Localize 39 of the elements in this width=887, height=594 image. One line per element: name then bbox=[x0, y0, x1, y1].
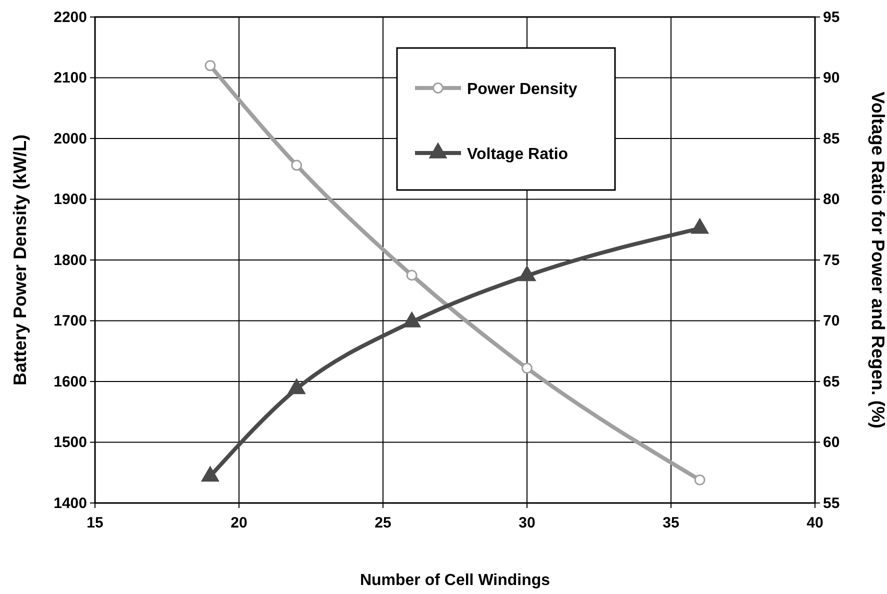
legend-label: Voltage Ratio bbox=[467, 146, 568, 163]
y2-tick-label: 80 bbox=[823, 191, 840, 208]
point bbox=[522, 362, 532, 374]
x-tick-label: 30 bbox=[518, 514, 536, 532]
point bbox=[518, 266, 536, 282]
x-tick-label: 25 bbox=[374, 514, 392, 532]
y2-tick-label: 90 bbox=[823, 70, 840, 87]
point bbox=[403, 312, 421, 328]
y2-tick-label: 60 bbox=[823, 434, 840, 452]
x-tick-label: 35 bbox=[662, 514, 680, 532]
y2-tick-label: 55 bbox=[823, 494, 840, 512]
y-tick-label: 2000 bbox=[54, 130, 87, 148]
y-tick-label: 1500 bbox=[54, 434, 87, 452]
point bbox=[291, 160, 302, 171]
y2-tick-label: 65 bbox=[823, 373, 840, 390]
point bbox=[694, 474, 706, 486]
y-tick-label: 1600 bbox=[54, 373, 87, 390]
y-tick-label: 2100 bbox=[54, 70, 87, 87]
legend-label: Power Density bbox=[467, 81, 578, 98]
point bbox=[288, 378, 306, 394]
y2-tick-label: 85 bbox=[823, 130, 840, 148]
x-axis-title: Number of Cell Windings bbox=[360, 572, 550, 589]
point bbox=[691, 218, 709, 234]
y2-tick-label: 95 bbox=[823, 8, 840, 26]
x-tick-label: 40 bbox=[806, 514, 824, 532]
y2-axis-title: Voltage Ratio for Power and Regen. (%) bbox=[868, 92, 887, 428]
point bbox=[201, 466, 219, 482]
point bbox=[406, 270, 418, 281]
y-axis-title: Battery Power Density (kW/L) bbox=[10, 134, 30, 386]
y2-tick-label: 70 bbox=[823, 312, 840, 330]
y-tick-label: 1900 bbox=[54, 191, 87, 208]
y-tick-label: 1800 bbox=[54, 252, 87, 269]
x-tick-label: 20 bbox=[230, 514, 248, 532]
y-tick-label: 1700 bbox=[54, 312, 87, 330]
y-tick-label: 1400 bbox=[54, 494, 87, 512]
y2-tick-label: 75 bbox=[823, 252, 840, 269]
point bbox=[204, 60, 216, 72]
y-tick-label: 2200 bbox=[54, 8, 87, 26]
x-tick-label: 15 bbox=[86, 514, 104, 532]
